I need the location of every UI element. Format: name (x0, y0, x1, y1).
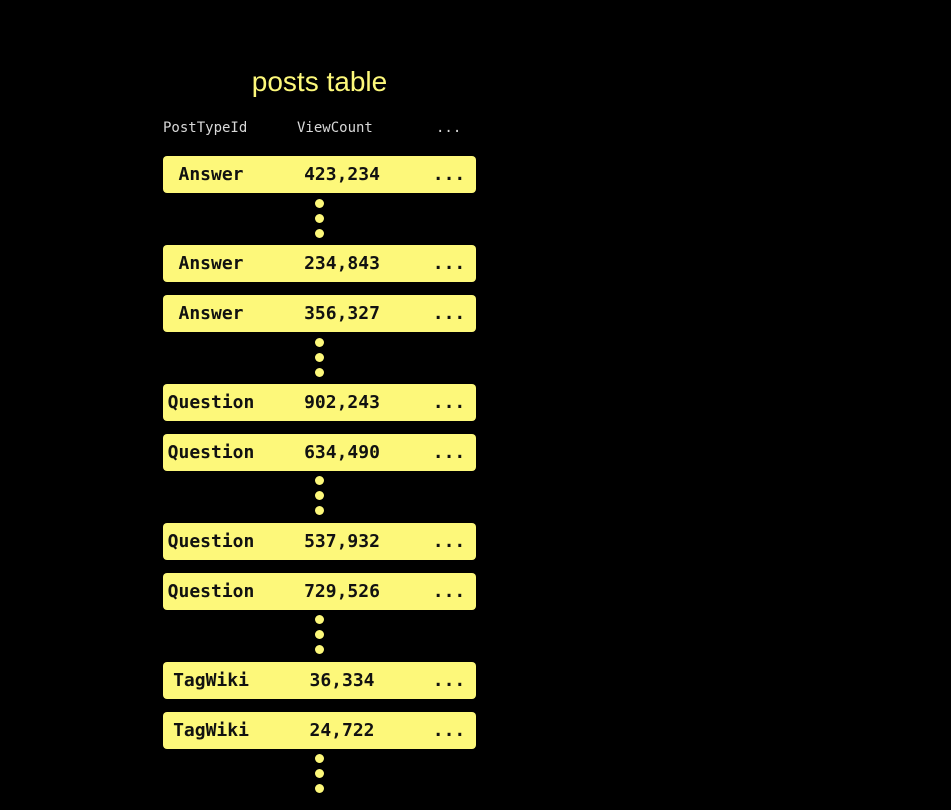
post-type-cell: Answer (178, 164, 244, 185)
ellipsis-dot (315, 338, 324, 347)
more-cell: ... (432, 253, 466, 274)
ellipsis-dot (315, 615, 324, 624)
post-type-cell: TagWiki (173, 670, 249, 691)
view-count-cell: 36,334 (309, 670, 375, 691)
more-cell: ... (432, 531, 466, 552)
table-row: Answer 423,234... (163, 156, 476, 193)
ellipsis-dot (315, 368, 324, 377)
post-type-cell: Question (167, 581, 255, 602)
column-header-more: ... (436, 120, 462, 136)
table-row: TagWiki 24,722... (163, 712, 476, 749)
column-header-posttypeid: PostTypeId (163, 120, 248, 136)
post-type-cell: Question (167, 531, 255, 552)
ellipsis-dot (315, 353, 324, 362)
table-row: Question 634,490... (163, 434, 476, 471)
view-count-cell: 634,490 (304, 442, 380, 463)
ellipsis-dot (315, 630, 324, 639)
table-row: TagWiki 36,334... (163, 662, 476, 699)
ellipsis-dot (315, 476, 324, 485)
view-count-cell: 423,234 (304, 164, 380, 185)
more-cell: ... (432, 392, 466, 413)
post-type-cell: Answer (178, 303, 244, 324)
ellipsis-dot (315, 645, 324, 654)
more-cell: ... (432, 442, 466, 463)
view-count-cell: 234,843 (304, 253, 380, 274)
more-cell: ... (432, 581, 466, 602)
table-row: Question 537,932... (163, 523, 476, 560)
post-type-cell: TagWiki (173, 720, 249, 741)
ellipsis-dot (315, 784, 324, 793)
diagram-title: posts table (251, 66, 388, 97)
post-type-cell: Question (167, 442, 255, 463)
table-row: Question 729,526... (163, 573, 476, 610)
ellipsis-dot (315, 199, 324, 208)
table-row: Question 902,243... (163, 384, 476, 421)
view-count-cell: 24,722 (309, 720, 375, 741)
post-type-cell: Question (167, 392, 255, 413)
ellipsis-dot (315, 229, 324, 238)
view-count-cell: 537,932 (304, 531, 380, 552)
more-cell: ... (432, 164, 466, 185)
view-count-cell: 902,243 (304, 392, 380, 413)
ellipsis-dot (315, 506, 324, 515)
more-cell: ... (432, 303, 466, 324)
ellipsis-dot (315, 754, 324, 763)
table-row: Answer 356,327... (163, 295, 476, 332)
table-row: Answer 234,843... (163, 245, 476, 282)
more-cell: ... (432, 720, 466, 741)
ellipsis-dot (315, 491, 324, 500)
column-header-viewcount: ViewCount (297, 120, 373, 136)
ellipsis-dot (315, 214, 324, 223)
view-count-cell: 356,327 (304, 303, 380, 324)
more-cell: ... (432, 670, 466, 691)
post-type-cell: Answer (178, 253, 244, 274)
ellipsis-dot (315, 769, 324, 778)
view-count-cell: 729,526 (304, 581, 380, 602)
